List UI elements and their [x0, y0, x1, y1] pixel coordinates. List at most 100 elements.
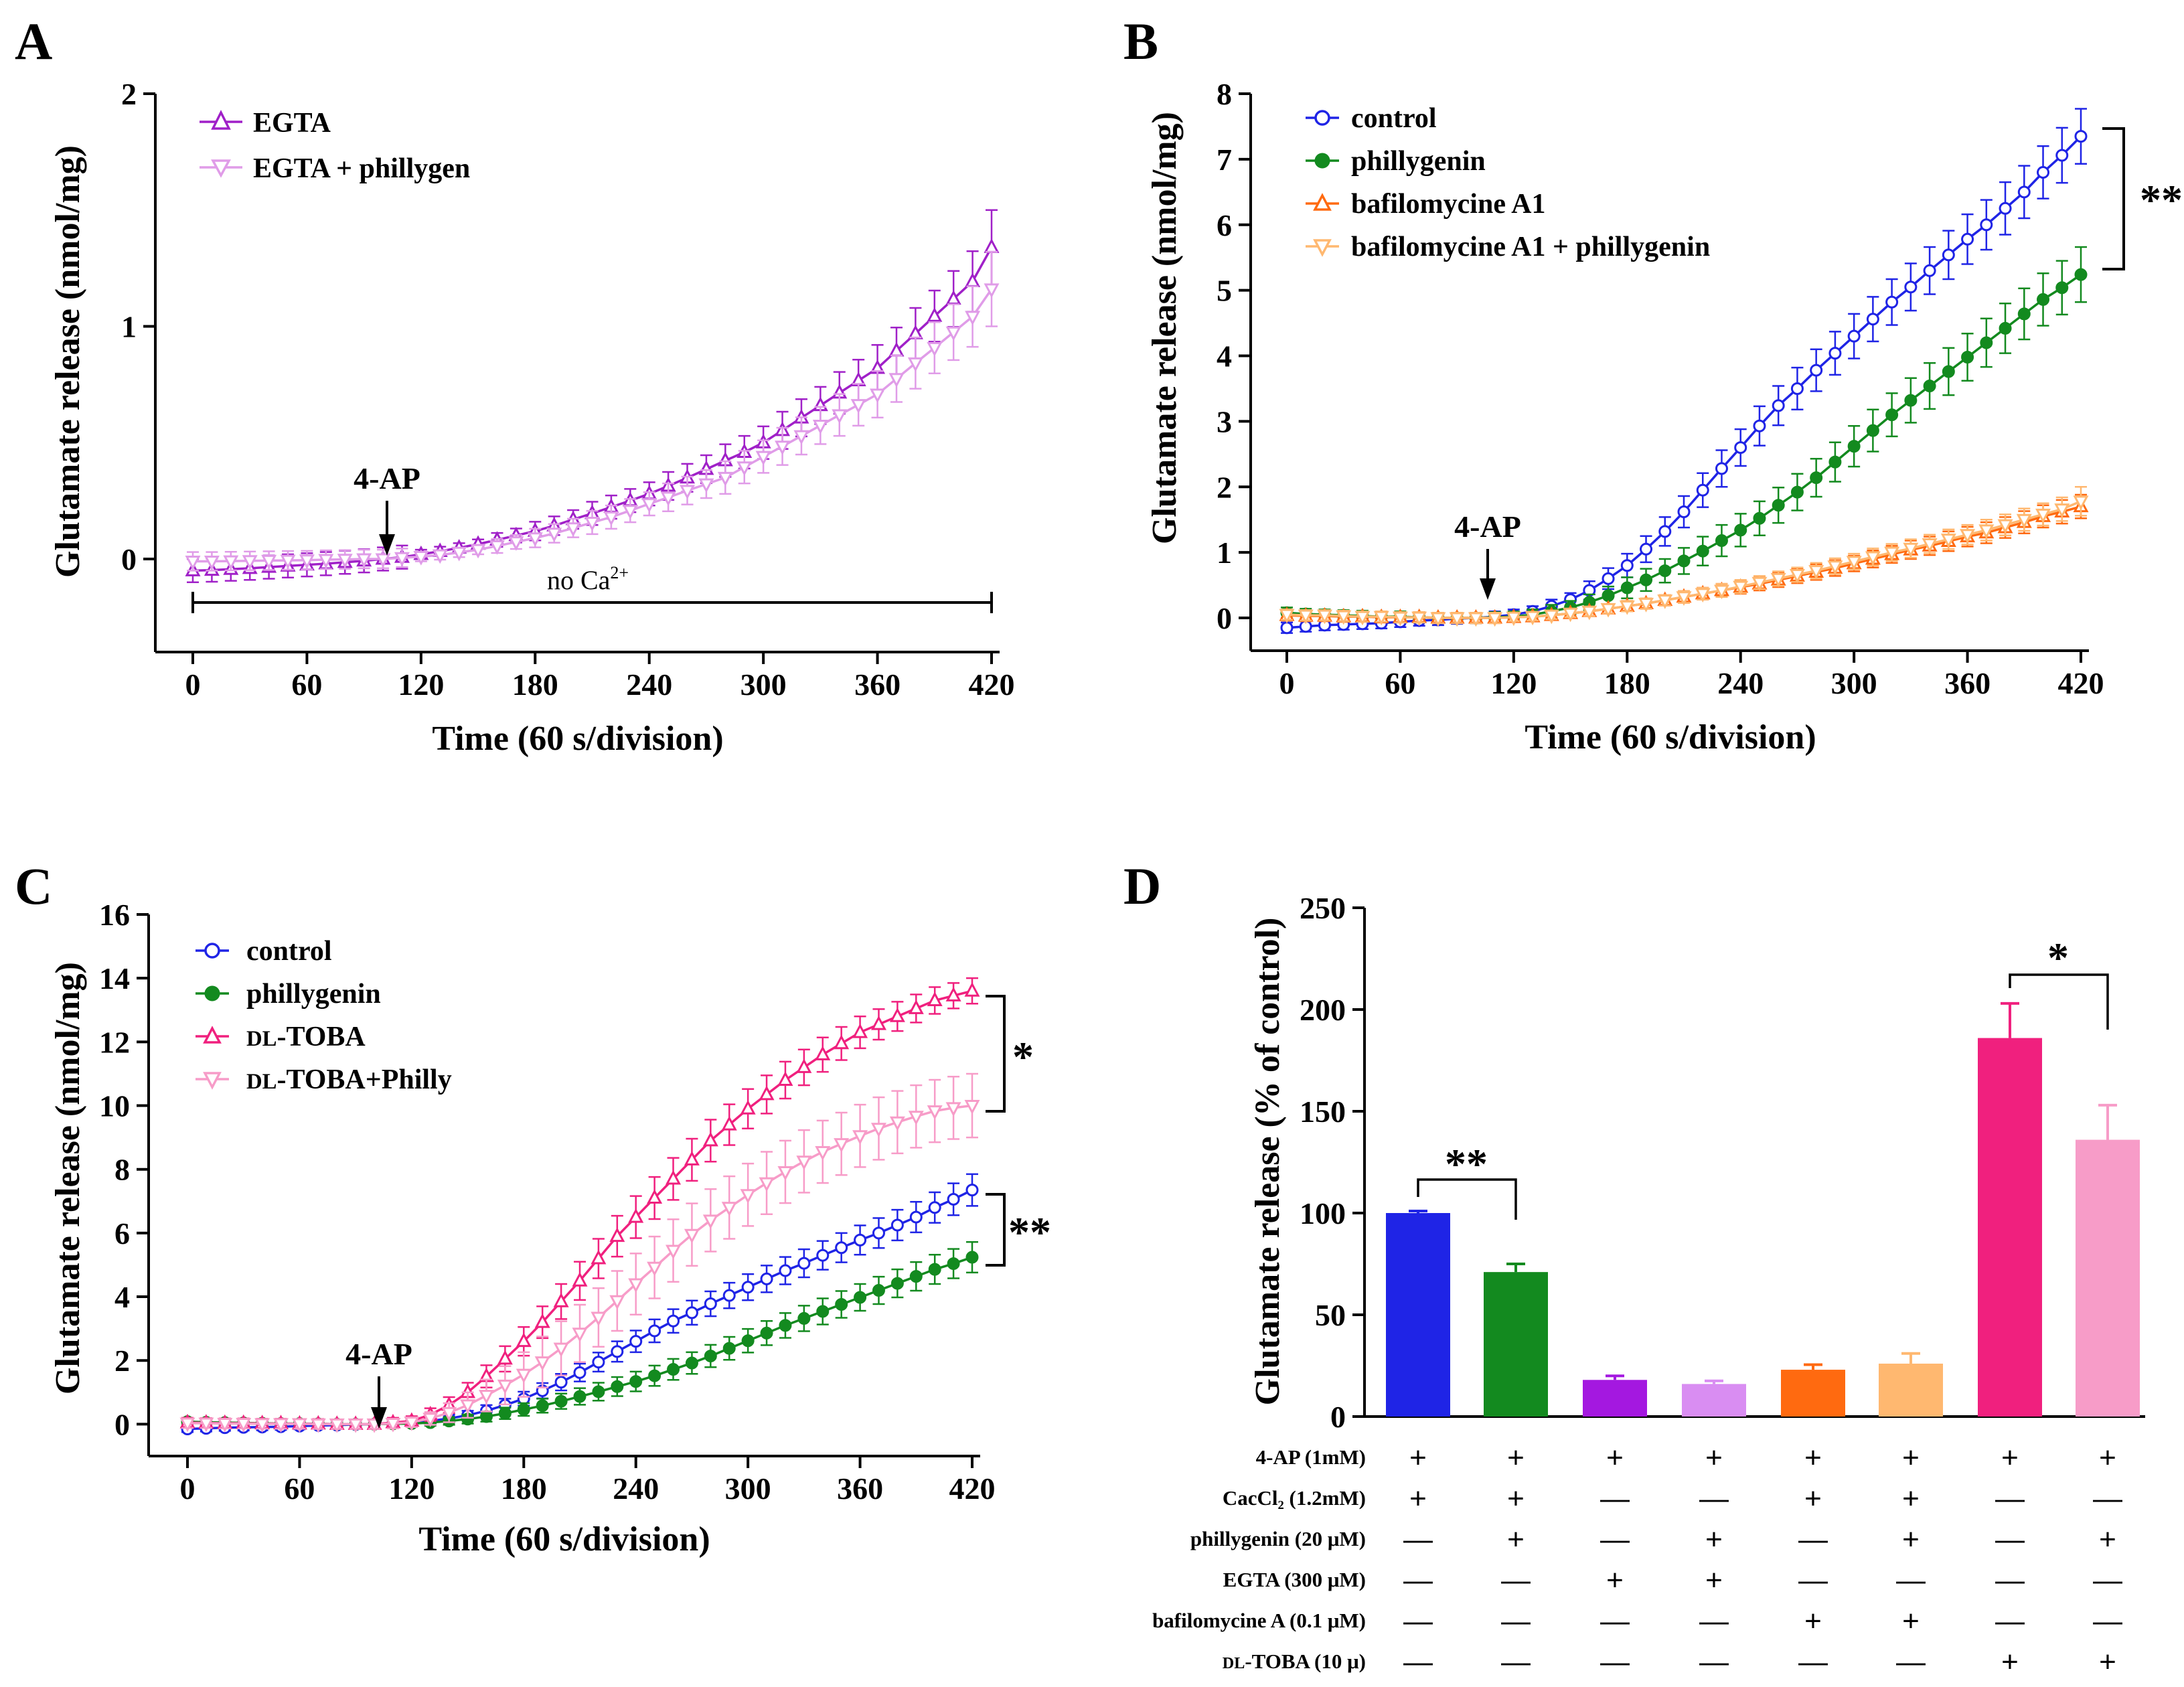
data-point: [1658, 564, 1672, 578]
row-label-phillygenin: phillygenin (20 μM): [1190, 1527, 1366, 1550]
minus-sign: —: [1995, 1564, 2025, 1597]
x-tick-label: 420: [2058, 666, 2104, 700]
data-point: [647, 1261, 663, 1277]
data-point: [1847, 440, 1861, 453]
minus-sign: —: [1699, 1645, 1729, 1678]
data-point: [611, 1345, 624, 1358]
data-point: [554, 1376, 568, 1389]
data-point: [508, 536, 524, 551]
panel-d-sig-bracket-left: [1417, 1178, 1517, 1220]
data-point: [1961, 350, 1974, 364]
circle-filled-marker-icon: [204, 985, 220, 1001]
data-point: [1354, 611, 1371, 626]
x-tick-label: 60: [1385, 666, 1415, 700]
data-point: [572, 1328, 588, 1342]
data-point: [816, 1249, 830, 1262]
data-point: [777, 1166, 793, 1181]
legend-label-control: control: [1351, 103, 1437, 134]
data-point: [1923, 264, 1936, 277]
y-tick-label: 6: [1217, 208, 1232, 242]
data-point: [685, 1306, 698, 1319]
data-point: [721, 1115, 737, 1131]
row-label-egta: EGTA (300 μM): [1223, 1568, 1366, 1591]
data-point: [1865, 551, 1881, 566]
data-point: [834, 1034, 850, 1050]
panel-c-sig-bracket-bottom: [986, 1193, 1006, 1267]
series-bafilomycine-a1-phillygenin: [1279, 486, 2089, 627]
data-point: [1677, 554, 1691, 568]
x-tick-label: 60: [291, 667, 322, 702]
data-point: [872, 1284, 885, 1297]
plus-sign: +: [1902, 1441, 1920, 1474]
data-point: [261, 554, 277, 570]
data-point: [2017, 307, 2031, 321]
minus-sign: —: [1403, 1523, 1433, 1556]
data-point: [1903, 542, 1919, 558]
data-point: [1828, 347, 1842, 360]
bar-6: [1879, 1363, 1943, 1417]
minus-sign: —: [1403, 1564, 1433, 1597]
data-point: [413, 551, 429, 566]
data-point: [1980, 336, 1993, 349]
data-point: [722, 1342, 736, 1355]
plus-sign: +: [1507, 1441, 1525, 1474]
data-point: [479, 1410, 493, 1423]
row-label-bafilomycine: bafilomycine A (0.1 μM): [1152, 1609, 1366, 1632]
data-point: [666, 1170, 682, 1185]
data-point: [2037, 293, 2050, 306]
legend-item-phillygenin: phillygenin: [196, 979, 381, 1010]
y-tick-label: 16: [99, 898, 130, 932]
data-point: [815, 1046, 831, 1060]
legend-item-control: control: [1306, 103, 1437, 134]
x-tick-label: 300: [725, 1471, 771, 1506]
data-point: [1600, 602, 1616, 618]
data-point: [310, 1418, 326, 1433]
plus-sign: +: [1705, 1564, 1723, 1597]
plus-sign: +: [1804, 1482, 1822, 1515]
panel-a-legend: EGTA EGTA + phillygen: [200, 108, 470, 184]
data-point: [565, 522, 581, 537]
series-dl-toba-philly: [179, 1072, 980, 1433]
data-point: [760, 1272, 773, 1285]
data-point: [422, 1413, 439, 1428]
data-point: [648, 1324, 661, 1338]
data-point: [797, 1311, 811, 1325]
panel-c-sig-top: *: [1012, 1033, 1034, 1080]
data-point: [1279, 609, 1295, 624]
x-tick-label: 180: [1604, 666, 1650, 700]
data-point: [796, 1058, 812, 1073]
x-tick-label: 0: [1279, 666, 1295, 700]
y-tick-label: 50: [1315, 1298, 1346, 1332]
data-point: [441, 1407, 457, 1422]
panel-c-sig-bottom: **: [1008, 1208, 1051, 1256]
data-point: [909, 1210, 923, 1224]
data-point: [1866, 424, 1879, 437]
data-point: [1772, 499, 1785, 512]
data-point: [835, 1241, 848, 1255]
data-point: [517, 1403, 530, 1417]
triangle-down-marker-icon: [203, 1072, 222, 1090]
data-point: [965, 1251, 979, 1264]
data-point: [870, 388, 886, 404]
plus-sign: +: [2001, 1441, 2019, 1474]
data-point: [779, 1264, 792, 1277]
minus-sign: —: [1403, 1645, 1433, 1678]
panel-b-xlabel: Time (60 s/division): [1525, 718, 1816, 756]
data-point: [722, 1289, 736, 1302]
data-point: [536, 1399, 549, 1413]
y-tick-label: 7: [1217, 143, 1232, 177]
legend-item-dl-toba: DL-TOBA: [196, 1022, 366, 1052]
data-point: [965, 272, 981, 287]
data-point: [1789, 568, 1805, 584]
data-point: [1677, 505, 1691, 518]
plus-sign: +: [1705, 1441, 1723, 1474]
data-point: [291, 1418, 307, 1433]
y-tick-label: 8: [114, 1153, 130, 1187]
data-point: [721, 1202, 737, 1217]
data-point: [927, 307, 943, 322]
panel-d-plot: [1386, 1001, 2140, 1417]
minus-sign: —: [1896, 1645, 1926, 1678]
data-point: [2035, 508, 2051, 524]
data-point: [1373, 611, 1389, 626]
data-point: [777, 1071, 793, 1086]
